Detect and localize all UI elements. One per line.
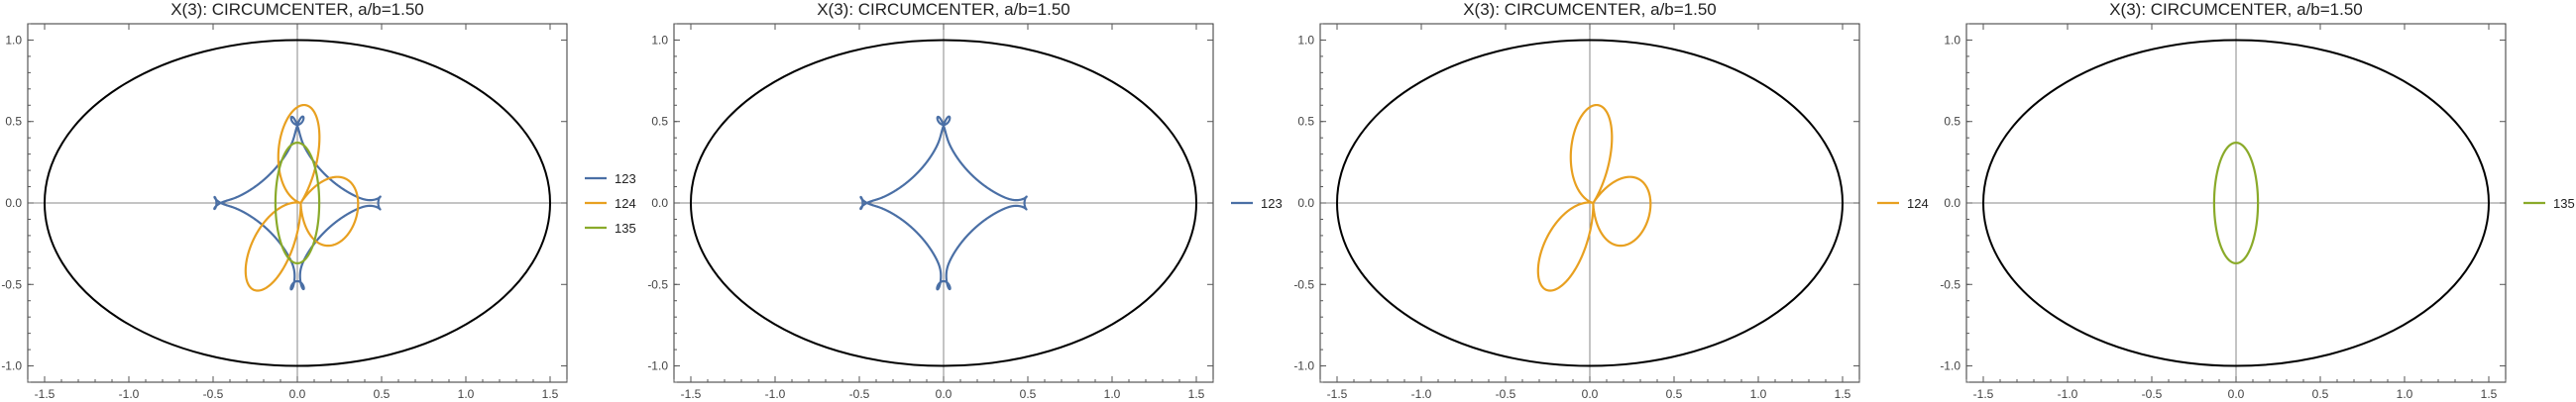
x-tick-label: -0.5 [2142, 387, 2163, 401]
series-curve-124 [1536, 103, 1652, 292]
chart-title: X(3): CIRCUMCENTER, a/b=1.50 [1463, 0, 1717, 19]
x-tick-label: 1.0 [1750, 387, 1767, 401]
x-tick-label: 1.0 [458, 387, 475, 401]
x-tick-label: -0.5 [1496, 387, 1516, 401]
y-tick-label: -1.0 [647, 359, 668, 373]
x-tick-label: 0.5 [374, 387, 391, 401]
x-tick-label: 0.0 [1582, 387, 1599, 401]
x-tick-label: -0.5 [203, 387, 224, 401]
x-tick-label: -1.5 [1973, 387, 1994, 401]
legend-label-123: 123 [1261, 196, 1283, 211]
x-tick-label: 1.0 [1104, 387, 1121, 401]
chart-title: X(3): CIRCUMCENTER, a/b=1.50 [817, 0, 1070, 19]
series-curve-124 [244, 103, 360, 292]
y-tick-label: 0.0 [651, 196, 668, 210]
x-tick-label: 0.5 [1666, 387, 1683, 401]
y-tick-label: 0.5 [5, 115, 22, 129]
chart-panel-1: X(3): CIRCUMCENTER, a/b=1.50 -1.5 -1.0 -0.5… [1, 0, 635, 401]
y-tick-label: -0.5 [1940, 277, 1960, 291]
y-tick-label: -1.0 [1940, 359, 1960, 373]
legend-label-135: 135 [2553, 196, 2575, 211]
chart-title: X(3): CIRCUMCENTER, a/b=1.50 [170, 0, 424, 19]
chart-title: X(3): CIRCUMCENTER, a/b=1.50 [2109, 0, 2363, 19]
x-tick-label: -1.0 [2058, 387, 2078, 401]
chart-panel-2: X(3): CIRCUMCENTER, a/b=1.50 -1.5 -1.0 -0.5… [647, 0, 1282, 401]
y-tick-label: 0.0 [1297, 196, 1314, 210]
series-curve-123 [859, 115, 1028, 291]
y-tick-label: 0.5 [651, 115, 668, 129]
y-tick-label: 0.0 [5, 196, 22, 210]
y-tick-label: -1.0 [1, 359, 22, 373]
y-tick-label: 0.5 [1297, 115, 1314, 129]
x-tick-label: 1.0 [2397, 387, 2413, 401]
x-tick-label: 0.0 [936, 387, 952, 401]
series-curve-135 [2212, 142, 2260, 264]
x-tick-label: -1.0 [1411, 387, 1432, 401]
x-tick-label: 0.5 [2312, 387, 2329, 401]
x-tick-label: 1.5 [1188, 387, 1205, 401]
y-tick-label: -0.5 [647, 277, 668, 291]
x-tick-label: -1.5 [681, 387, 702, 401]
x-tick-label: -1.0 [119, 387, 140, 401]
legend-label-124: 124 [615, 196, 636, 211]
chart-panel-4: X(3): CIRCUMCENTER, a/b=1.50 -1.5 -1.0 -0.5… [1940, 0, 2574, 401]
x-tick-label: -1.5 [35, 387, 56, 401]
x-tick-label: -0.5 [849, 387, 870, 401]
series-curve-135 [274, 142, 321, 264]
y-tick-label: -1.0 [1293, 359, 1314, 373]
y-tick-label: 1.0 [1297, 33, 1314, 47]
y-tick-label: 1.0 [5, 33, 22, 47]
legend-label-123: 123 [615, 171, 636, 186]
series-curve-123 [213, 115, 382, 291]
legend-label-135: 135 [615, 221, 636, 236]
chart-panel-3: X(3): CIRCUMCENTER, a/b=1.50 -1.5 -1.0 -0.5… [1293, 0, 1928, 401]
y-tick-label: -0.5 [1, 277, 22, 291]
x-tick-label: 1.5 [1835, 387, 1851, 401]
reference-ellipse [690, 39, 1197, 367]
x-tick-label: -1.0 [765, 387, 786, 401]
y-tick-label: 1.0 [651, 33, 668, 47]
x-tick-label: -1.5 [1327, 387, 1348, 401]
y-tick-label: 0.5 [1944, 115, 1960, 129]
x-tick-label: 0.0 [289, 387, 306, 401]
reference-ellipse [44, 39, 551, 367]
y-tick-label: 1.0 [1944, 33, 1960, 47]
legend-label-124: 124 [1907, 196, 1929, 211]
y-tick-label: 0.0 [1944, 196, 1960, 210]
x-tick-label: 0.0 [2228, 387, 2245, 401]
x-tick-label: 1.5 [2481, 387, 2498, 401]
y-tick-label: -0.5 [1293, 277, 1314, 291]
x-tick-label: 1.5 [542, 387, 559, 401]
x-tick-label: 0.5 [1020, 387, 1037, 401]
reference-ellipse [1336, 39, 1844, 367]
reference-ellipse [1982, 39, 2490, 367]
